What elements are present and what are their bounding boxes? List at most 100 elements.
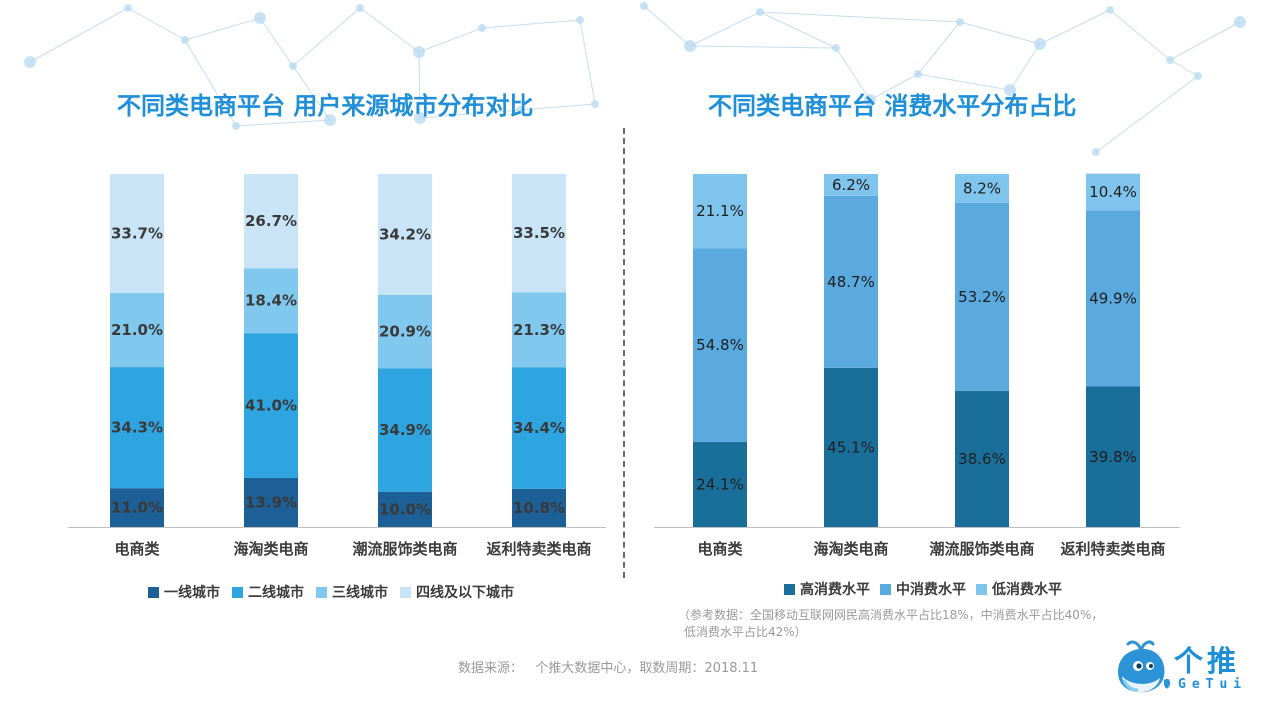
network-node [914, 70, 922, 78]
network-line [292, 65, 331, 121]
network-node [1166, 56, 1174, 64]
data-label: 10.8% [513, 499, 565, 517]
network-line [235, 119, 331, 127]
bar-segment [1086, 386, 1140, 527]
network-line [917, 21, 961, 75]
data-label: 11.0% [111, 499, 163, 517]
legend-label: 三线城市 [332, 584, 388, 601]
network-line [418, 27, 483, 53]
network-line [689, 45, 837, 49]
network-line [1169, 21, 1241, 61]
network-node [1034, 38, 1046, 50]
data-label: 39.8% [1089, 448, 1137, 466]
network-node [478, 24, 486, 32]
network-node [356, 4, 364, 12]
data-label: 41.0% [245, 397, 297, 415]
city-distribution-chart: 11.0% 34.3% 21.0% 33.7% 电商类 13.9% 41.0% 18.4% 26… [68, 174, 606, 601]
reference-note-line-1: （参考数据：全国移动互联网网民高消费水平占比18%，中消费水平占比40%， [678, 608, 1104, 622]
bar-segment [693, 174, 747, 249]
network-node [1234, 16, 1246, 28]
network-line [292, 7, 361, 67]
network-line [759, 11, 961, 23]
whale-mascot-icon [1118, 640, 1171, 693]
network-node [124, 4, 132, 12]
data-label: 38.6% [958, 450, 1006, 468]
network-node [289, 62, 297, 70]
reference-note: （参考数据：全国移动互联网网民高消费水平占比18%，中消费水平占比40%， 低消… [678, 607, 1103, 641]
network-line [917, 73, 1011, 91]
network-line [519, 103, 596, 111]
network-node [181, 36, 189, 44]
data-label: 10.0% [379, 500, 431, 518]
network-node [1004, 84, 1016, 96]
data-label: 24.1% [696, 475, 744, 493]
network-line [643, 5, 691, 47]
network-node [832, 44, 840, 52]
source-note: 数据来源： 个推大数据中心，取数周期：2018.11 [458, 661, 759, 676]
bar-segment [378, 491, 432, 527]
data-label: 45.1% [827, 438, 875, 456]
data-label: 34.4% [513, 419, 565, 437]
network-line [127, 7, 186, 41]
network-line [481, 19, 581, 29]
right-chart-title: 不同类电商平台 消费水平分布占比 [708, 92, 1077, 120]
category-label: 返利特卖类电商 [1060, 540, 1165, 558]
network-line [184, 17, 261, 41]
legend-swatch [976, 584, 987, 595]
data-label: 34.9% [379, 421, 431, 439]
data-label: 18.4% [245, 292, 297, 310]
bar-segment [244, 477, 298, 527]
bar-segment [824, 174, 878, 196]
bar-segment [955, 202, 1009, 391]
data-label: 20.9% [379, 323, 431, 341]
network-line [869, 73, 919, 101]
network-node [576, 16, 584, 24]
consumption-level-chart: 24.1% 54.8% 21.1% 电商类 45.1% 48.7% 6.2% 海淘类电商 38.… [654, 173, 1180, 598]
network-node [324, 114, 336, 126]
legend-label: 四线及以下城市 [416, 584, 514, 601]
data-label: 21.3% [513, 321, 565, 339]
data-label: 33.7% [111, 224, 163, 242]
network-line [184, 39, 237, 127]
network-node [956, 18, 964, 26]
network-line [1169, 59, 1199, 77]
data-label: 53.2% [958, 288, 1006, 306]
bar-segment [378, 294, 432, 369]
network-node [864, 94, 876, 106]
bar-segment [378, 368, 432, 492]
network-line [959, 21, 1041, 45]
network-line [1039, 9, 1111, 45]
network-line [759, 11, 837, 49]
data-label: 49.9% [1089, 289, 1137, 307]
data-label: 33.5% [513, 224, 565, 242]
network-node [1092, 148, 1100, 156]
bar-segment [955, 174, 1009, 203]
data-label: 34.3% [111, 419, 163, 437]
bar-segment [244, 174, 298, 269]
category-label: 潮流服饰类电商 [929, 540, 1034, 558]
bar-segment [244, 333, 298, 478]
data-label: 21.0% [111, 321, 163, 339]
legend-label: 高消费水平 [800, 581, 870, 598]
bar-segment [693, 441, 747, 527]
network-node [516, 106, 524, 114]
data-label: 13.9% [245, 493, 297, 511]
bar-segment [512, 488, 566, 527]
network-line [689, 11, 761, 47]
bar-segment [512, 292, 566, 368]
legend-swatch [316, 587, 327, 598]
legend-swatch [400, 587, 411, 598]
network-line [1109, 9, 1171, 61]
category-label: 电商类 [114, 540, 160, 558]
network-node [232, 122, 240, 130]
legend-label: 二线城市 [248, 584, 304, 601]
network-line [259, 17, 294, 67]
legend-swatch [880, 584, 891, 595]
bar-segment [824, 195, 878, 368]
legend-swatch [232, 587, 243, 598]
network-node [684, 40, 696, 52]
bar-segment [110, 174, 164, 293]
bar-segment [512, 367, 566, 489]
